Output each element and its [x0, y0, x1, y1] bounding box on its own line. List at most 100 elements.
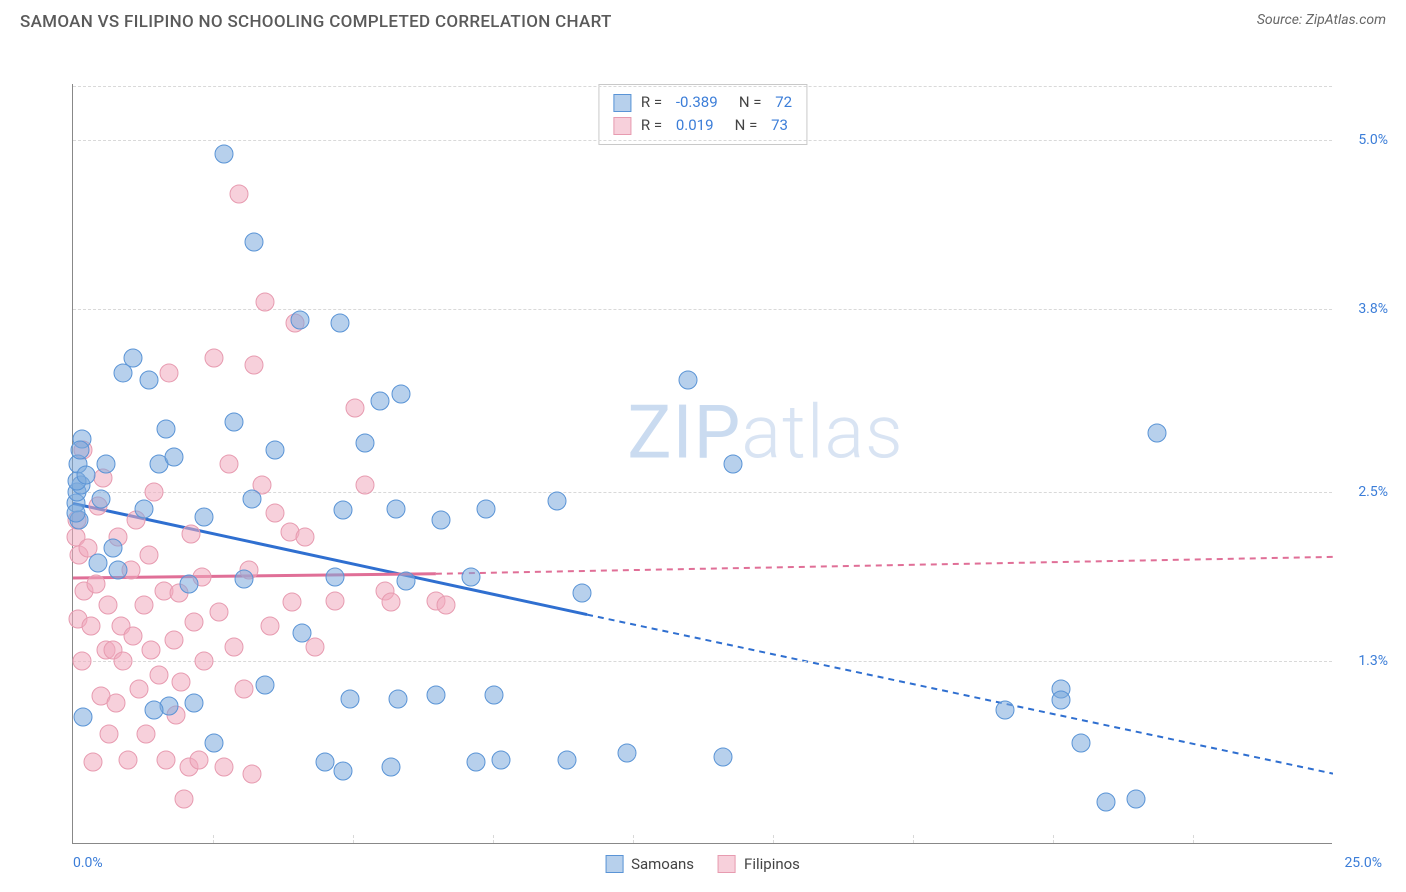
stat-label: N = — [724, 114, 762, 137]
x-tick-label-min: 0.0% — [73, 855, 103, 871]
data-point — [242, 490, 261, 509]
gridline-v — [493, 835, 494, 843]
data-point — [724, 455, 743, 474]
legend-item: Filipinos — [718, 855, 800, 873]
y-tick-label: 2.5% — [1358, 484, 1388, 500]
watermark-thin: atlas — [741, 390, 903, 477]
data-point — [618, 743, 637, 762]
data-point — [326, 591, 345, 610]
data-point — [91, 490, 110, 509]
data-point — [74, 708, 93, 727]
data-point — [265, 504, 284, 523]
data-point — [391, 384, 410, 403]
data-point — [149, 666, 168, 685]
data-point — [182, 525, 201, 544]
data-point — [157, 750, 176, 769]
data-point — [205, 733, 224, 752]
y-tick-label: 3.8% — [1358, 301, 1388, 317]
data-point — [573, 584, 592, 603]
data-point — [290, 311, 309, 330]
data-point — [144, 701, 163, 720]
stat-n-value: 73 — [771, 114, 788, 137]
data-point — [242, 764, 261, 783]
data-point — [210, 602, 229, 621]
data-point — [184, 694, 203, 713]
data-point — [371, 391, 390, 410]
data-point — [225, 637, 244, 656]
data-point — [119, 750, 138, 769]
data-point — [557, 750, 576, 769]
data-point — [356, 476, 375, 495]
data-point — [139, 370, 158, 389]
data-point — [426, 685, 445, 704]
data-point — [205, 349, 224, 368]
data-point — [255, 675, 274, 694]
gridline-v — [913, 835, 914, 843]
data-point — [265, 440, 284, 459]
gridline-h — [73, 140, 1332, 141]
legend-label: Samoans — [631, 855, 694, 873]
data-point — [179, 574, 198, 593]
data-point — [220, 455, 239, 474]
data-point — [215, 757, 234, 776]
data-point — [492, 750, 511, 769]
y-tick-label: 1.3% — [1358, 653, 1388, 669]
data-point — [346, 398, 365, 417]
data-point — [255, 293, 274, 312]
stat-label: R = — [641, 91, 666, 114]
data-point — [245, 232, 264, 251]
data-point — [114, 652, 133, 671]
data-point — [1072, 733, 1091, 752]
page-title: SAMOAN VS FILIPINO NO SCHOOLING COMPLETE… — [20, 12, 612, 32]
gridline-v — [1053, 835, 1054, 843]
data-point — [96, 455, 115, 474]
gridline-v — [213, 835, 214, 843]
data-point — [225, 412, 244, 431]
legend-swatch — [613, 94, 631, 112]
data-point — [293, 623, 312, 642]
data-point — [104, 539, 123, 558]
gridline-v — [1193, 835, 1194, 843]
data-point — [67, 504, 86, 523]
data-point — [331, 314, 350, 333]
data-point — [381, 592, 400, 611]
stats-row: R = -0.389 N = 72 — [613, 91, 792, 114]
data-point — [1147, 424, 1166, 443]
stat-label: R = — [641, 114, 666, 137]
data-point — [381, 757, 400, 776]
data-point — [137, 725, 156, 744]
data-point — [86, 574, 105, 593]
stats-box: R = -0.389 N = 72R = 0.019 N = 73 — [598, 84, 807, 145]
data-point — [333, 761, 352, 780]
data-point — [484, 685, 503, 704]
data-point — [134, 595, 153, 614]
data-point — [195, 652, 214, 671]
legend-item: Samoans — [605, 855, 694, 873]
data-point — [714, 747, 733, 766]
stat-r-value: 0.019 — [676, 114, 714, 137]
data-point — [139, 546, 158, 565]
data-point — [159, 363, 178, 382]
gridline-h — [73, 661, 1332, 662]
data-point — [157, 419, 176, 438]
data-point — [89, 553, 108, 572]
data-point — [431, 511, 450, 530]
data-point — [386, 500, 405, 519]
data-point — [295, 528, 314, 547]
legend: Samoans Filipinos — [605, 855, 800, 873]
data-point — [190, 750, 209, 769]
plot-area: ZIPatlas R = -0.389 N = 72R = 0.019 N = … — [72, 84, 1332, 844]
data-point — [396, 571, 415, 590]
gridline-v — [633, 835, 634, 843]
data-point — [144, 483, 163, 502]
data-point — [1097, 792, 1116, 811]
data-point — [356, 433, 375, 452]
data-point — [71, 440, 90, 459]
data-point — [316, 753, 335, 772]
data-point — [235, 570, 254, 589]
data-point — [305, 637, 324, 656]
data-point — [99, 595, 118, 614]
gridline-h — [73, 86, 1332, 87]
data-point — [547, 491, 566, 510]
legend-swatch — [718, 855, 736, 873]
